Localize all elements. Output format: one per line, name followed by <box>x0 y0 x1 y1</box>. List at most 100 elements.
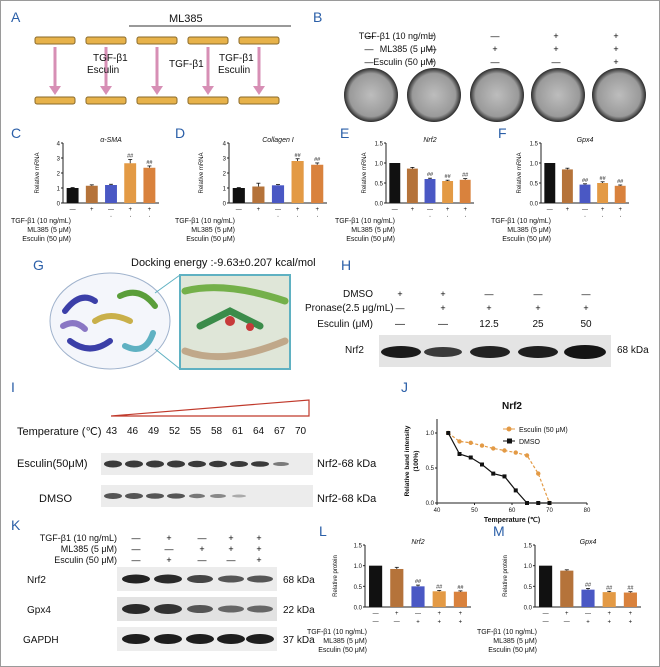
bar <box>85 185 98 203</box>
x-tick-label: 80 <box>584 508 591 514</box>
data-point <box>457 439 462 444</box>
f-row-label: Esculin (50 μM) <box>502 236 551 243</box>
treat-1b-label: Esculin <box>87 65 120 76</box>
k-sign: + <box>199 544 205 554</box>
temp-tick: 67 <box>274 426 286 437</box>
panel-label-f: F <box>498 125 507 141</box>
significance-mark: ## <box>295 153 302 159</box>
treat-1a-label: TGF-β1 <box>93 53 128 64</box>
h-band-label: Nrf2 <box>345 345 364 356</box>
d-row-label: TGF-β1 (10 ng/mL) <box>174 218 235 225</box>
temperature-gradient-wedge <box>111 399 310 417</box>
k-sign: — <box>164 544 174 554</box>
treatment-sign: + <box>437 620 441 625</box>
treatment-sign: + <box>428 216 432 217</box>
bar <box>311 164 324 203</box>
bar <box>597 183 609 203</box>
y-tick-label: 1.0 <box>524 564 533 570</box>
treatment-sign: — <box>255 216 261 217</box>
y-tick-label: 1 <box>223 187 227 193</box>
y-tick-label: 0 <box>223 202 227 208</box>
treatment-sign: — <box>70 216 76 217</box>
h-sign: + <box>440 289 446 299</box>
bar <box>143 167 156 203</box>
treatment-sign: + <box>601 207 605 213</box>
data-point <box>468 440 473 445</box>
k-row-label-2: Esculin (50 μM) <box>54 555 117 565</box>
b-row-label-2: Esculin (50 μM) <box>373 57 436 67</box>
b-row-label-0: TGF-β1 (10 ng/mL) <box>358 31 436 41</box>
k-sign: + <box>256 533 262 543</box>
y-tick-label: 1.0 <box>426 431 435 437</box>
bar <box>623 592 637 607</box>
b-sign: — <box>364 44 374 54</box>
bar <box>544 163 556 203</box>
l-row-label: TGF-β1 (10 ng/mL) <box>306 629 367 636</box>
panel-label-l: L <box>319 523 327 539</box>
k-sign: + <box>228 544 234 554</box>
treatment-sign: + <box>463 207 467 213</box>
treatment-sign: — <box>409 216 415 217</box>
k-sign: — <box>131 544 141 554</box>
b-sign: — <box>490 31 500 41</box>
treatment-sign: + <box>128 207 132 213</box>
bar <box>432 591 446 607</box>
y-tick-label: 1.0 <box>375 162 384 168</box>
data-point <box>491 446 496 451</box>
temp-tick: 52 <box>169 426 181 437</box>
ml385-group-label: ML385 <box>169 13 203 25</box>
k-row-label-1: ML385 (5 μM) <box>60 544 117 554</box>
significance-mark: ## <box>457 585 464 591</box>
treatment-sign: + <box>446 216 450 217</box>
legend-label: Esculin (50 μM) <box>519 427 568 434</box>
data-point <box>513 450 518 455</box>
temp-tick: 46 <box>127 426 139 437</box>
bar <box>539 565 553 607</box>
significance-mark: ## <box>314 157 321 163</box>
k-gapdh-bands <box>122 634 274 644</box>
bar <box>291 161 304 203</box>
significance-mark: ## <box>146 160 153 166</box>
treatment-sign: + <box>257 207 261 213</box>
bar <box>406 168 418 203</box>
micrograph <box>344 68 398 122</box>
x-axis-label: Temperature (℃) <box>484 516 540 524</box>
y-axis-label: Relative mRNA <box>362 152 368 193</box>
y-tick-label: 1.5 <box>524 544 533 550</box>
bar <box>232 188 245 203</box>
bar-chart-gpx4-protein: 0.0 0.5 1.0 1.5 Gpx4 Relative protein — — — + — + ##… <box>503 539 641 625</box>
k-sign: + <box>256 555 262 565</box>
bar <box>442 181 454 203</box>
treatment-sign: — <box>373 620 379 625</box>
f-row-label: ML385 (5 μM) <box>507 227 551 234</box>
h-sign: + <box>440 303 446 313</box>
k-blot-label-gpx4: Gpx4 <box>27 605 51 616</box>
data-point <box>536 501 541 505</box>
e-row-label: ML385 (5 μM) <box>351 227 395 234</box>
significance-mark: ## <box>606 585 613 591</box>
h-sign: + <box>583 303 589 313</box>
panel-label-i: I <box>11 379 15 395</box>
y-tick-label: 0.0 <box>524 606 533 612</box>
h-sign: — <box>533 289 543 299</box>
bar <box>424 179 436 203</box>
treatment-sign: + <box>618 216 622 217</box>
y-tick-label: 1.0 <box>354 564 363 570</box>
data-point <box>502 474 507 479</box>
m-row-label: Esculin (50 μM) <box>488 647 537 654</box>
thermal-shift-line-chart: Nrf2 40 50 60 70 80 0.0 0.5 1.0 Temperature (℃) Re… <box>404 401 591 524</box>
treat-2-label: TGF-β1 <box>169 59 204 70</box>
treatment-sign: — <box>392 216 398 217</box>
k-sign: + <box>256 544 262 554</box>
significance-mark: ## <box>585 582 592 588</box>
data-point <box>524 453 530 458</box>
significance-mark: ## <box>436 584 443 590</box>
y-axis-label: Relative mRNA <box>199 152 205 193</box>
cetsa-blots <box>101 453 313 507</box>
significance-mark: ## <box>617 179 624 185</box>
data-point <box>468 455 473 460</box>
y-axis-label: Relative protein <box>503 555 509 597</box>
